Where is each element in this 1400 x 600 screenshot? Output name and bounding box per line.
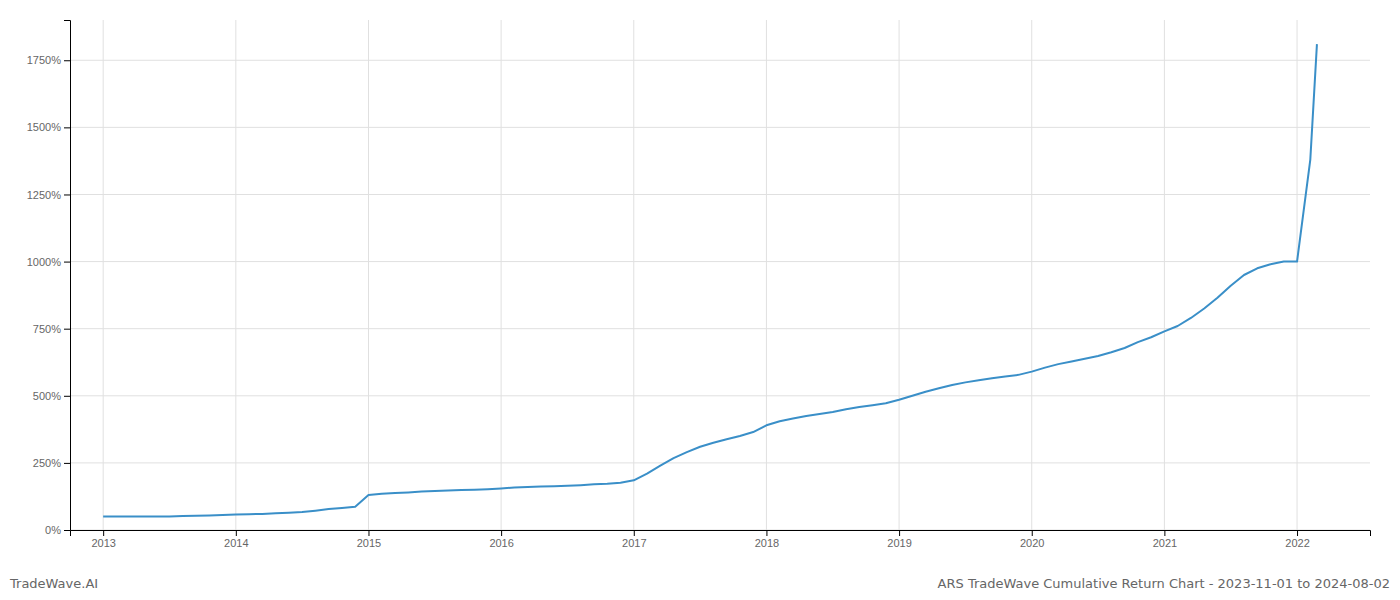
grid-line xyxy=(235,20,236,530)
x-axis-tick-label: 2019 xyxy=(887,537,911,549)
chart: 2013 2014 2015 2016 2017 2018 2019 2020 2021 2022… xyxy=(0,0,1400,600)
x-axis-tick-mark xyxy=(236,530,237,536)
y-axis-tick-mark xyxy=(64,262,70,263)
x-axis-tick: 2015 xyxy=(357,530,381,549)
x-axis-tick-mark xyxy=(766,530,767,536)
y-axis-tick-mark xyxy=(64,194,70,195)
marks xyxy=(103,44,1317,516)
x-axis-tick-mark xyxy=(368,530,369,536)
y-axis-tick-label: 500% xyxy=(33,390,61,402)
x-axis-tick-mark xyxy=(1164,530,1165,536)
grid-line xyxy=(766,20,767,530)
y-axis-tick: 500% xyxy=(33,390,70,402)
y-axis-tick: 250% xyxy=(33,457,70,469)
y-axis-tick-mark xyxy=(64,60,70,61)
y-axis-tick-label: 750% xyxy=(33,323,61,335)
x-axis-tick-label: 2022 xyxy=(1285,537,1309,549)
y-axis-line xyxy=(64,21,71,531)
y-axis-tick-mark xyxy=(64,463,70,464)
x-axis-tick: 2019 xyxy=(887,530,911,549)
grid-line xyxy=(1297,20,1298,530)
x-axis: 2013 2014 2015 2016 2017 2018 2019 2020 2021 2022 xyxy=(71,530,1371,549)
y-axis-tick: 0% xyxy=(45,524,70,536)
title: ARS TradeWave Cumulative Return Chart - … xyxy=(938,576,1390,591)
x-axis-tick-label: 2016 xyxy=(489,537,513,549)
y-axis-tick: 1500% xyxy=(27,121,70,133)
grid-line xyxy=(1031,20,1032,530)
x-axis-tick-mark xyxy=(103,530,104,536)
y-axis-tick: 1250% xyxy=(27,188,70,200)
x-axis-tick-label: 2020 xyxy=(1020,537,1044,549)
grid xyxy=(70,20,1370,530)
grid-line xyxy=(70,328,1370,329)
x-axis-tick-mark xyxy=(1297,530,1298,536)
x-axis-tick: 2013 xyxy=(91,530,115,549)
x-axis-tick-label: 2014 xyxy=(224,537,248,549)
line xyxy=(103,44,1317,516)
x-axis-line xyxy=(71,531,1371,537)
x-axis-tick-mark xyxy=(1032,530,1033,536)
y-axis-tick-label: 1500% xyxy=(27,121,61,133)
x-axis-tick: 2021 xyxy=(1153,530,1177,549)
y-axis-tick: 1000% xyxy=(27,256,70,268)
y-axis-tick-mark xyxy=(64,127,70,128)
grid-line xyxy=(70,60,1370,61)
x-axis-tick-label: 2013 xyxy=(91,537,115,549)
plot-area: 2013 2014 2015 2016 2017 2018 2019 2020 2021 2022… xyxy=(27,20,1371,549)
x-axis-tick-label: 2017 xyxy=(622,537,646,549)
x-axis-tick-mark xyxy=(634,530,635,536)
x-axis-tick-label: 2018 xyxy=(755,537,779,549)
y-axis-tick-label: 1250% xyxy=(27,188,61,200)
y-axis-tick-label: 1000% xyxy=(27,256,61,268)
x-axis-tick-mark xyxy=(501,530,502,536)
grid-line xyxy=(899,20,900,530)
y-axis-tick-label: 250% xyxy=(33,457,61,469)
x-axis-tick: 2017 xyxy=(622,530,646,549)
grid-line xyxy=(103,20,104,530)
grid-line xyxy=(1164,20,1165,530)
y-axis: 0% 250% 500% 750% 1000% 1250% 1500% 1750% xyxy=(27,21,71,537)
x-axis-tick: 2020 xyxy=(1020,530,1044,549)
grid-line xyxy=(501,20,502,530)
grid-line xyxy=(70,194,1370,195)
y-axis-tick-mark xyxy=(64,396,70,397)
x-axis-tick: 2022 xyxy=(1285,530,1309,549)
y-axis-tick: 1750% xyxy=(27,54,70,66)
x-axis-tick-label: 2015 xyxy=(357,537,381,549)
annotation: TradeWave.AI xyxy=(9,576,98,591)
grid-line xyxy=(70,462,1370,463)
grid-line xyxy=(70,261,1370,262)
y-axis-tick: 750% xyxy=(33,323,70,335)
x-axis-tick: 2014 xyxy=(224,530,248,549)
grid-line xyxy=(633,20,634,530)
y-axis-tick-mark xyxy=(64,329,70,330)
x-axis-tick: 2016 xyxy=(489,530,513,549)
x-axis-tick-label: 2021 xyxy=(1153,537,1177,549)
grid-line xyxy=(70,395,1370,396)
y-axis-tick-mark xyxy=(64,530,70,531)
grid-line xyxy=(70,127,1370,128)
y-axis-tick-label: 1750% xyxy=(27,54,61,66)
y-axis-tick-label: 0% xyxy=(45,524,61,536)
x-axis-tick: 2018 xyxy=(755,530,779,549)
x-axis-tick-mark xyxy=(899,530,900,536)
grid-line xyxy=(368,20,369,530)
